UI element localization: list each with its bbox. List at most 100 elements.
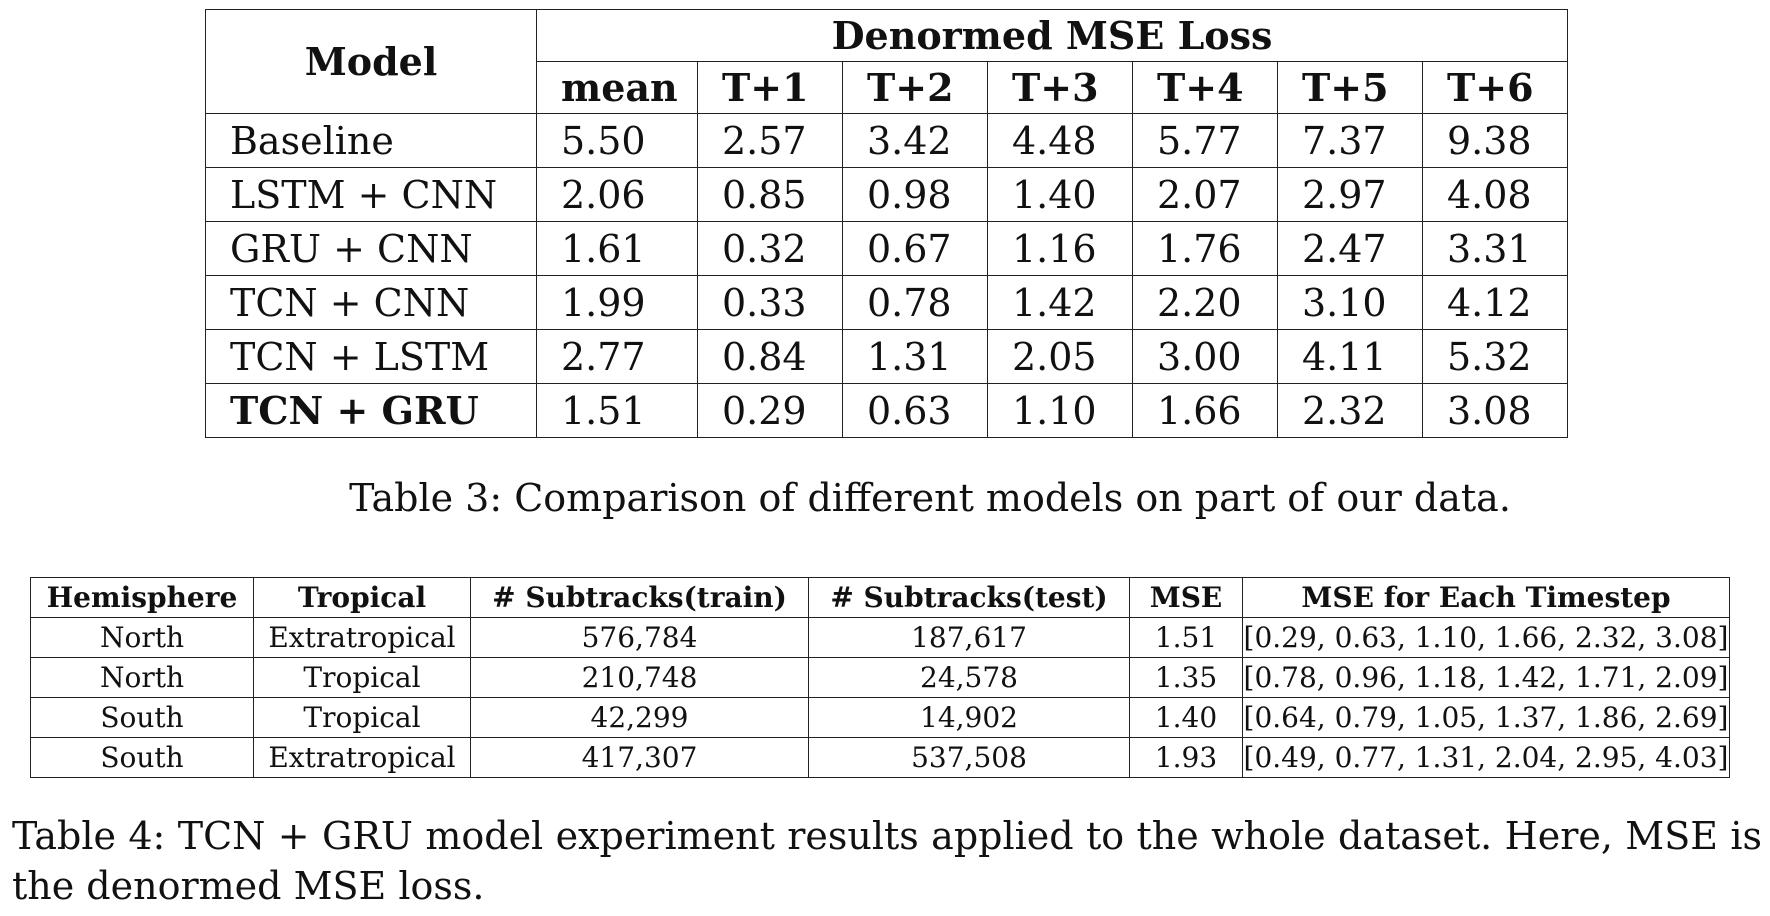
table-cell: 1.42 bbox=[987, 275, 1133, 330]
denormed-mse-loss-header: Denormed MSE Loss bbox=[536, 9, 1568, 62]
table-cell: 537,508 bbox=[808, 737, 1130, 778]
table-3: Model Denormed MSE Loss mean T+1 T+2 T+3… bbox=[205, 9, 1568, 438]
table-cell: Tropical bbox=[253, 657, 471, 698]
table-cell: 5.32 bbox=[1422, 329, 1568, 384]
table-cell: 5.77 bbox=[1132, 113, 1278, 168]
table-cell: 4.12 bbox=[1422, 275, 1568, 330]
table-cell: Extratropical bbox=[253, 737, 471, 778]
table-cell: 1.61 bbox=[536, 221, 698, 276]
table-cell: 3.10 bbox=[1277, 275, 1423, 330]
table-cell: 1.31 bbox=[842, 329, 988, 384]
table-cell: 2.47 bbox=[1277, 221, 1423, 276]
table-cell: 1.16 bbox=[987, 221, 1133, 276]
table-cell: South bbox=[30, 697, 254, 738]
table-cell: 2.77 bbox=[536, 329, 698, 384]
column-header-t6: T+6 bbox=[1422, 61, 1568, 114]
table-cell: 0.32 bbox=[697, 221, 843, 276]
table-cell: 417,307 bbox=[470, 737, 809, 778]
table-4-caption: Table 4: TCN + GRU model experiment resu… bbox=[12, 814, 1762, 908]
table-cell: 0.33 bbox=[697, 275, 843, 330]
table-row: GRU + CNN 1.61 0.32 0.67 1.16 1.76 2.47 … bbox=[205, 221, 1568, 276]
table-cell: 7.37 bbox=[1277, 113, 1423, 168]
table-row: North Extratropical 576,784 187,617 1.51… bbox=[30, 617, 1730, 658]
column-header-mse: MSE bbox=[1129, 577, 1243, 618]
column-header-tropical: Tropical bbox=[253, 577, 471, 618]
table-cell: 3.08 bbox=[1422, 383, 1568, 438]
table-cell: 210,748 bbox=[470, 657, 809, 698]
model-name: TCN + GRU bbox=[205, 383, 537, 438]
table-cell: 0.78 bbox=[842, 275, 988, 330]
table-cell: 1.40 bbox=[987, 167, 1133, 222]
table-cell: North bbox=[30, 617, 254, 658]
model-name: LSTM + CNN bbox=[205, 167, 537, 222]
table-cell: 0.84 bbox=[697, 329, 843, 384]
table-cell: [0.64, 0.79, 1.05, 1.37, 1.86, 2.69] bbox=[1242, 697, 1730, 738]
table-cell: 2.06 bbox=[536, 167, 698, 222]
column-header-subtracks-test: # Subtracks(test) bbox=[808, 577, 1130, 618]
table-cell: 4.48 bbox=[987, 113, 1133, 168]
table-4: Hemisphere Tropical # Subtracks(train) #… bbox=[30, 577, 1730, 778]
table-cell: [0.49, 0.77, 1.31, 2.04, 2.95, 4.03] bbox=[1242, 737, 1730, 778]
column-header-t4: T+4 bbox=[1132, 61, 1278, 114]
column-header-mse-each-timestep: MSE for Each Timestep bbox=[1242, 577, 1730, 618]
table-row: LSTM + CNN 2.06 0.85 0.98 1.40 2.07 2.97… bbox=[205, 167, 1568, 222]
column-header-t1: T+1 bbox=[697, 61, 843, 114]
table-cell: 2.07 bbox=[1132, 167, 1278, 222]
table-cell: 0.63 bbox=[842, 383, 988, 438]
table-cell: 1.93 bbox=[1129, 737, 1243, 778]
table-cell: 1.99 bbox=[536, 275, 698, 330]
table-cell: 187,617 bbox=[808, 617, 1130, 658]
column-header-subtracks-train: # Subtracks(train) bbox=[470, 577, 809, 618]
column-header-t3: T+3 bbox=[987, 61, 1133, 114]
table-cell: 0.29 bbox=[697, 383, 843, 438]
table-cell: 0.67 bbox=[842, 221, 988, 276]
table-cell: 9.38 bbox=[1422, 113, 1568, 168]
model-name: Baseline bbox=[205, 113, 537, 168]
table-cell: 42,299 bbox=[470, 697, 809, 738]
table-cell: 1.76 bbox=[1132, 221, 1278, 276]
table-cell: 576,784 bbox=[470, 617, 809, 658]
table-cell: 1.35 bbox=[1129, 657, 1243, 698]
model-name: TCN + CNN bbox=[205, 275, 537, 330]
table-cell: 0.85 bbox=[697, 167, 843, 222]
table-cell: [0.29, 0.63, 1.10, 1.66, 2.32, 3.08] bbox=[1242, 617, 1730, 658]
table-row: TCN + LSTM 2.77 0.84 1.31 2.05 3.00 4.11… bbox=[205, 329, 1568, 384]
table-cell: 0.98 bbox=[842, 167, 988, 222]
column-header-mean: mean bbox=[536, 61, 698, 114]
table-cell: [0.78, 0.96, 1.18, 1.42, 1.71, 2.09] bbox=[1242, 657, 1730, 698]
table-cell: 5.50 bbox=[536, 113, 698, 168]
table-cell: 3.42 bbox=[842, 113, 988, 168]
model-name: TCN + LSTM bbox=[205, 329, 537, 384]
table-row: South Extratropical 417,307 537,508 1.93… bbox=[30, 737, 1730, 778]
table-cell: 4.11 bbox=[1277, 329, 1423, 384]
table-cell: 24,578 bbox=[808, 657, 1130, 698]
table-cell: 2.32 bbox=[1277, 383, 1423, 438]
table-cell: South bbox=[30, 737, 254, 778]
table-cell: 2.57 bbox=[697, 113, 843, 168]
table-cell: 1.51 bbox=[1129, 617, 1243, 658]
table-cell: North bbox=[30, 657, 254, 698]
table-cell: 2.05 bbox=[987, 329, 1133, 384]
table-cell: 1.51 bbox=[536, 383, 698, 438]
table-cell: 2.97 bbox=[1277, 167, 1423, 222]
table-cell: 1.40 bbox=[1129, 697, 1243, 738]
table-row: North Tropical 210,748 24,578 1.35 [0.78… bbox=[30, 657, 1730, 698]
table-cell: 1.10 bbox=[987, 383, 1133, 438]
table-row: TCN + GRU 1.51 0.29 0.63 1.10 1.66 2.32 … bbox=[205, 383, 1568, 438]
model-name: GRU + CNN bbox=[205, 221, 537, 276]
column-header-hemisphere: Hemisphere bbox=[30, 577, 254, 618]
table-row: TCN + CNN 1.99 0.33 0.78 1.42 2.20 3.10 … bbox=[205, 275, 1568, 330]
table-cell: 1.66 bbox=[1132, 383, 1278, 438]
table-row: South Tropical 42,299 14,902 1.40 [0.64,… bbox=[30, 697, 1730, 738]
table-cell: 3.00 bbox=[1132, 329, 1278, 384]
table-cell: 4.08 bbox=[1422, 167, 1568, 222]
table-cell: 14,902 bbox=[808, 697, 1130, 738]
table-cell: Extratropical bbox=[253, 617, 471, 658]
table-cell: 3.31 bbox=[1422, 221, 1568, 276]
model-column-header: Model bbox=[205, 9, 537, 114]
table-3-caption: Table 3: Comparison of different models … bbox=[349, 476, 1511, 520]
table-row: Baseline 5.50 2.57 3.42 4.48 5.77 7.37 9… bbox=[205, 113, 1568, 168]
column-header-t5: T+5 bbox=[1277, 61, 1423, 114]
table-cell: Tropical bbox=[253, 697, 471, 738]
table-cell: 2.20 bbox=[1132, 275, 1278, 330]
